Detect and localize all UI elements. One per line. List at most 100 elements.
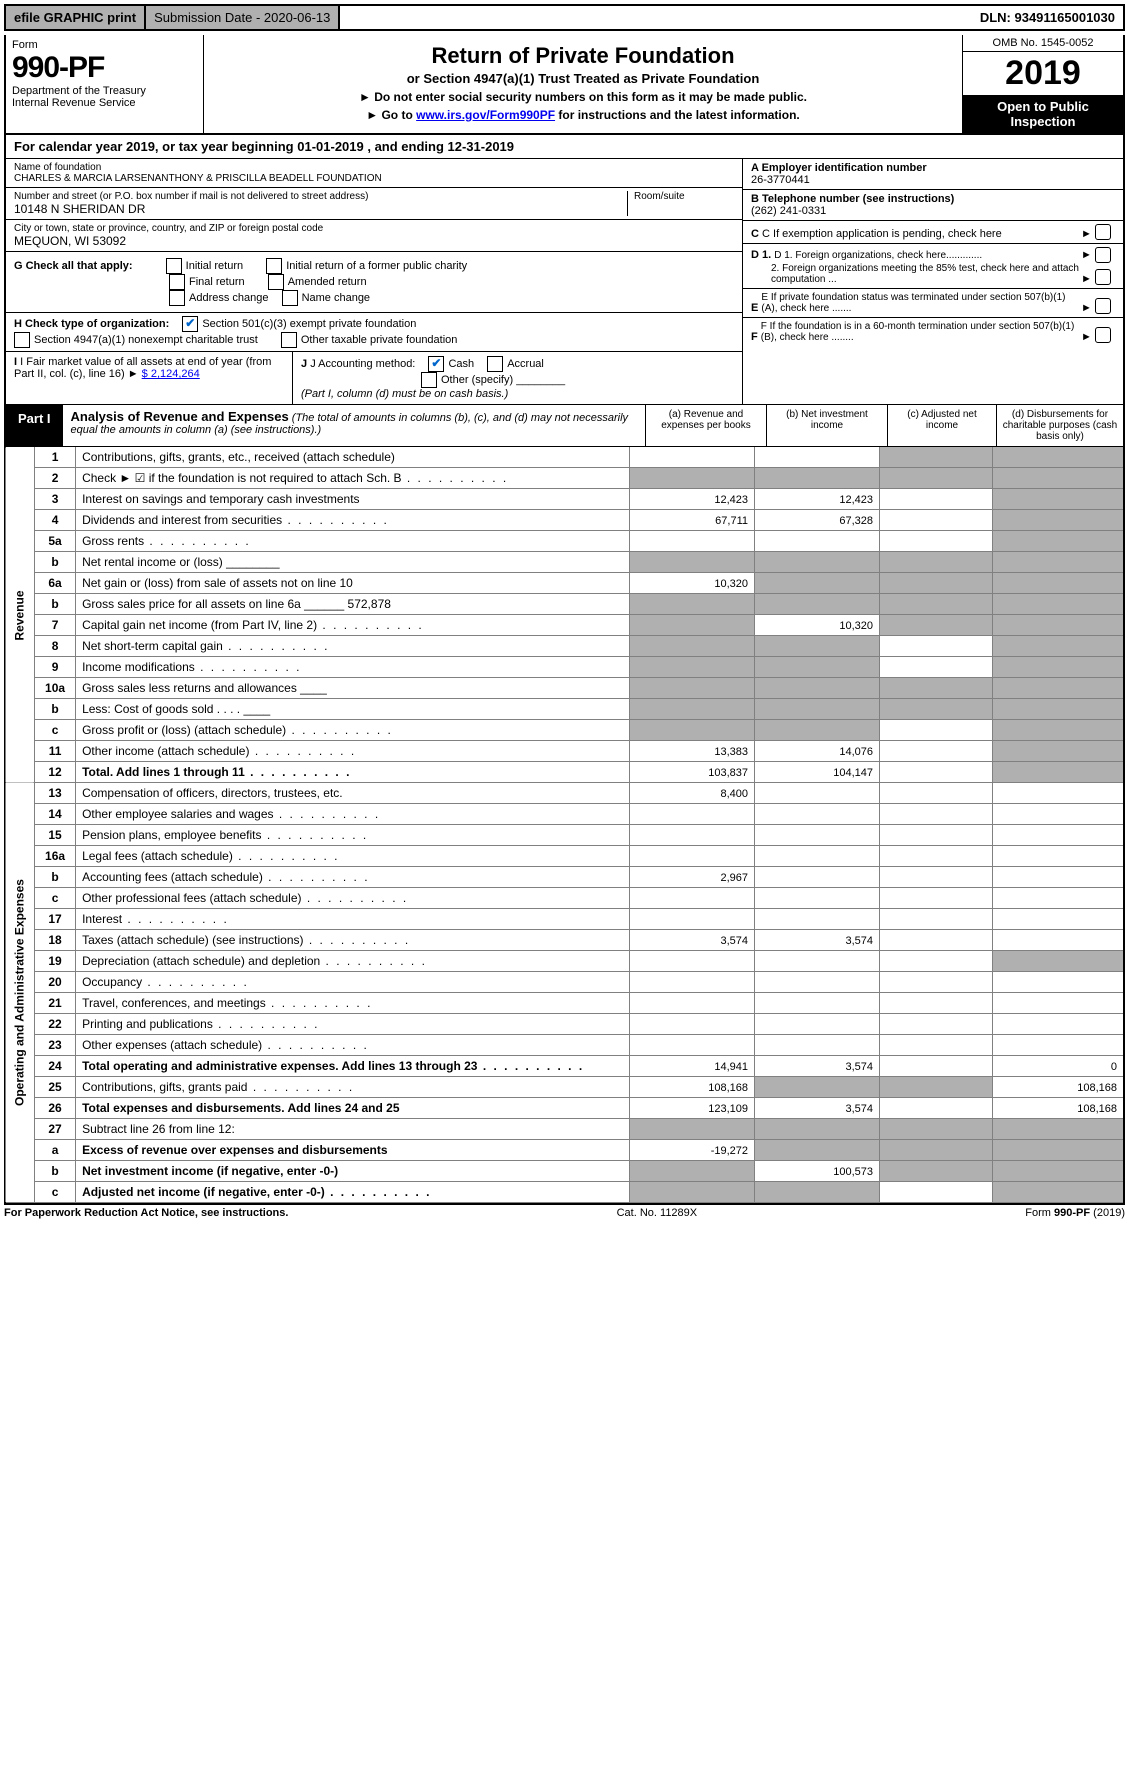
bullet-1: ► Do not enter social security numbers o… — [210, 90, 956, 104]
checkbox-amended[interactable] — [268, 274, 284, 290]
submission-date: Submission Date - 2020-06-13 — [146, 6, 340, 29]
d-cell: D 1. D 1. Foreign organizations, check h… — [743, 244, 1123, 289]
table-row: 24Total operating and administrative exp… — [5, 1056, 1124, 1077]
table-row: bGross sales price for all assets on lin… — [5, 594, 1124, 615]
bullet-2-post: for instructions and the latest informat… — [555, 108, 800, 122]
table-row: aExcess of revenue over expenses and dis… — [5, 1140, 1124, 1161]
h-row: H Check type of organization: ✔ Section 5… — [6, 313, 742, 352]
side-label: Revenue — [5, 447, 35, 783]
table-row: 16aLegal fees (attach schedule) — [5, 846, 1124, 867]
checkbox-d1[interactable] — [1095, 247, 1111, 263]
e-label: E If private foundation status was termi… — [761, 292, 1081, 314]
table-row: 23Other expenses (attach schedule) — [5, 1035, 1124, 1056]
table-row: 14Other employee salaries and wages — [5, 804, 1124, 825]
table-row: bNet rental income or (loss) ________ — [5, 552, 1124, 573]
ij-row: I I Fair market value of all assets at e… — [6, 352, 742, 404]
arrow-icon: ► — [128, 368, 139, 380]
table-row: 4Dividends and interest from securities6… — [5, 510, 1124, 531]
d2-label: 2. Foreign organizations meeting the 85%… — [771, 263, 1081, 285]
table-row: 5aGross rents — [5, 531, 1124, 552]
j-note: (Part I, column (d) must be on cash basi… — [301, 388, 508, 400]
b-cell: B Telephone number (see instructions) (2… — [743, 190, 1123, 221]
table-row: 17Interest — [5, 909, 1124, 930]
form-subtitle: or Section 4947(a)(1) Trust Treated as P… — [210, 71, 956, 86]
checkbox-cash[interactable]: ✔ — [428, 356, 444, 372]
phone-value: (262) 241-0331 — [751, 205, 1115, 217]
j-other: Other (specify) — [441, 374, 513, 386]
g-opt-5: Name change — [302, 292, 371, 304]
checkbox-c[interactable] — [1095, 224, 1111, 240]
part1-header: Part I Analysis of Revenue and Expenses … — [4, 405, 1125, 447]
footer: For Paperwork Reduction Act Notice, see … — [4, 1207, 1125, 1219]
checkbox-other[interactable] — [421, 372, 437, 388]
checkbox-accrual[interactable] — [487, 356, 503, 372]
instructions-link[interactable]: www.irs.gov/Form990PF — [416, 108, 555, 122]
h-label: H Check type of organization: — [14, 318, 169, 330]
g-opt-0: Initial return — [186, 260, 243, 272]
paperwork-notice: For Paperwork Reduction Act Notice, see … — [4, 1207, 288, 1219]
foundation-name: CHARLES & MARCIA LARSENANTHONY & PRISCIL… — [14, 173, 734, 184]
table-row: cGross profit or (loss) (attach schedule… — [5, 720, 1124, 741]
checkbox-other-taxable[interactable] — [281, 332, 297, 348]
cat-no: Cat. No. 11289X — [617, 1207, 698, 1219]
g-opt-2: Final return — [189, 276, 245, 288]
table-row: 10aGross sales less returns and allowanc… — [5, 678, 1124, 699]
checkbox-501c3[interactable]: ✔ — [182, 316, 198, 332]
entity-section: Name of foundation CHARLES & MARCIA LARS… — [4, 159, 1125, 405]
j-cell: J J Accounting method: ✔Cash Accrual Oth… — [293, 352, 742, 404]
checkbox-final[interactable] — [169, 274, 185, 290]
name-cell: Name of foundation CHARLES & MARCIA LARS… — [6, 159, 742, 188]
open-inspection: Open to Public Inspection — [963, 95, 1123, 133]
j-label: J Accounting method: — [310, 358, 415, 370]
checkbox-e[interactable] — [1095, 298, 1111, 314]
top-bar: efile GRAPHIC print Submission Date - 20… — [4, 4, 1125, 31]
h-opt-1: Section 501(c)(3) exempt private foundat… — [202, 318, 416, 330]
checkbox-4947[interactable] — [14, 332, 30, 348]
table-row: 8Net short-term capital gain — [5, 636, 1124, 657]
entity-right: A Employer identification number 26-3770… — [743, 159, 1123, 404]
part1-title: Analysis of Revenue and Expenses — [71, 409, 289, 424]
header-left: Form 990-PF Department of the Treasury I… — [6, 35, 204, 133]
form-ref: Form 990-PF (2019) — [1025, 1207, 1125, 1219]
table-row: 27Subtract line 26 from line 12: — [5, 1119, 1124, 1140]
table-row: 25Contributions, gifts, grants paid108,1… — [5, 1077, 1124, 1098]
table-row: 20Occupancy — [5, 972, 1124, 993]
j-cash: Cash — [448, 358, 474, 370]
dln-label: DLN: 93491165001030 — [972, 6, 1123, 29]
col-d-hdr: (d) Disbursements for charitable purpose… — [996, 405, 1123, 446]
fmv-value[interactable]: $ 2,124,264 — [142, 368, 200, 380]
table-row: 6aNet gain or (loss) from sale of assets… — [5, 573, 1124, 594]
dept-treasury: Department of the Treasury — [12, 85, 197, 97]
checkbox-addr-change[interactable] — [169, 290, 185, 306]
f-cell: F F If the foundation is in a 60-month t… — [743, 318, 1123, 346]
header-right: OMB No. 1545-0052 2019 Open to Public In… — [962, 35, 1123, 133]
col-c-hdr: (c) Adjusted net income — [887, 405, 996, 446]
table-row: 26Total expenses and disbursements. Add … — [5, 1098, 1124, 1119]
table-row: Revenue1Contributions, gifts, grants, et… — [5, 447, 1124, 468]
col-a-hdr: (a) Revenue and expenses per books — [645, 405, 766, 446]
city-label: City or town, state or province, country… — [14, 223, 734, 234]
form-header: Form 990-PF Department of the Treasury I… — [4, 35, 1125, 135]
checkbox-d2[interactable] — [1095, 269, 1111, 285]
city-cell: City or town, state or province, country… — [6, 220, 742, 252]
checkbox-name-change[interactable] — [282, 290, 298, 306]
entity-left: Name of foundation CHARLES & MARCIA LARS… — [6, 159, 743, 404]
table-row: bAccounting fees (attach schedule)2,967 — [5, 867, 1124, 888]
col-b-hdr: (b) Net investment income — [766, 405, 887, 446]
table-row: bLess: Cost of goods sold . . . . ____ — [5, 699, 1124, 720]
checkbox-initial-former[interactable] — [266, 258, 282, 274]
table-row: 2Check ► ☑ if the foundation is not requ… — [5, 468, 1124, 489]
efile-print-label: efile GRAPHIC print — [6, 6, 146, 29]
arrow-icon: ► — [1081, 273, 1092, 285]
omb-number: OMB No. 1545-0052 — [963, 35, 1123, 52]
h-opt-2: Section 4947(a)(1) nonexempt charitable … — [34, 334, 258, 346]
room-label: Room/suite — [634, 191, 734, 202]
checkbox-initial[interactable] — [166, 258, 182, 274]
table-row: Operating and Administrative Expenses13C… — [5, 783, 1124, 804]
table-row: 22Printing and publications — [5, 1014, 1124, 1035]
d1-label: D 1. Foreign organizations, check here..… — [774, 250, 1081, 261]
table-row: 12Total. Add lines 1 through 11103,83710… — [5, 762, 1124, 783]
cal-mid: , and ending — [364, 139, 448, 154]
checkbox-f[interactable] — [1095, 327, 1111, 343]
part1-desc: Analysis of Revenue and Expenses (The to… — [63, 405, 645, 446]
